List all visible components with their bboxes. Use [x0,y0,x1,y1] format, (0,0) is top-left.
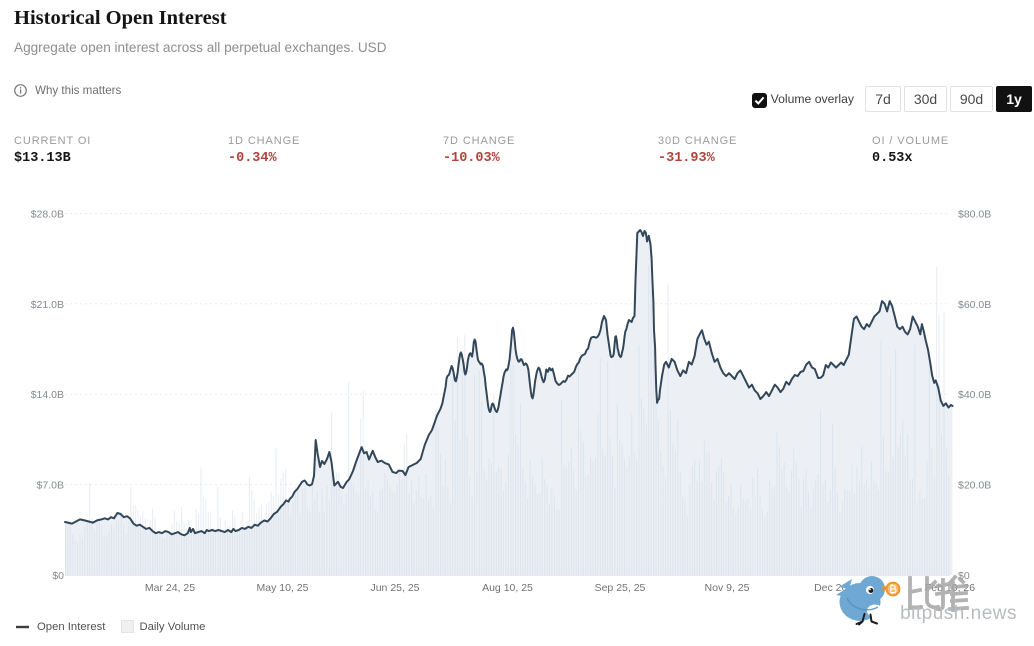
svg-text:Mar 24, 25: Mar 24, 25 [145,582,195,594]
svg-text:Aug 10, 25: Aug 10, 25 [482,582,533,594]
svg-text:$60.0B: $60.0B [958,299,991,311]
svg-text:$7.0B: $7.0B [37,480,64,492]
svg-text:$28.0B: $28.0B [31,209,64,221]
svg-text:May 10, 25: May 10, 25 [257,582,309,594]
svg-text:$0: $0 [958,570,970,582]
svg-text:$20.0B: $20.0B [958,480,991,492]
svg-text:Nov 9, 25: Nov 9, 25 [705,582,750,594]
svg-text:$80.0B: $80.0B [958,209,991,221]
svg-text:$21.0B: $21.0B [31,299,64,311]
svg-text:$0: $0 [52,570,64,582]
svg-text:Jun 25, 25: Jun 25, 25 [370,582,419,594]
svg-text:$14.0B: $14.0B [31,389,64,401]
svg-text:$40.0B: $40.0B [958,389,991,401]
svg-text:Sep 25, 25: Sep 25, 25 [595,582,646,594]
